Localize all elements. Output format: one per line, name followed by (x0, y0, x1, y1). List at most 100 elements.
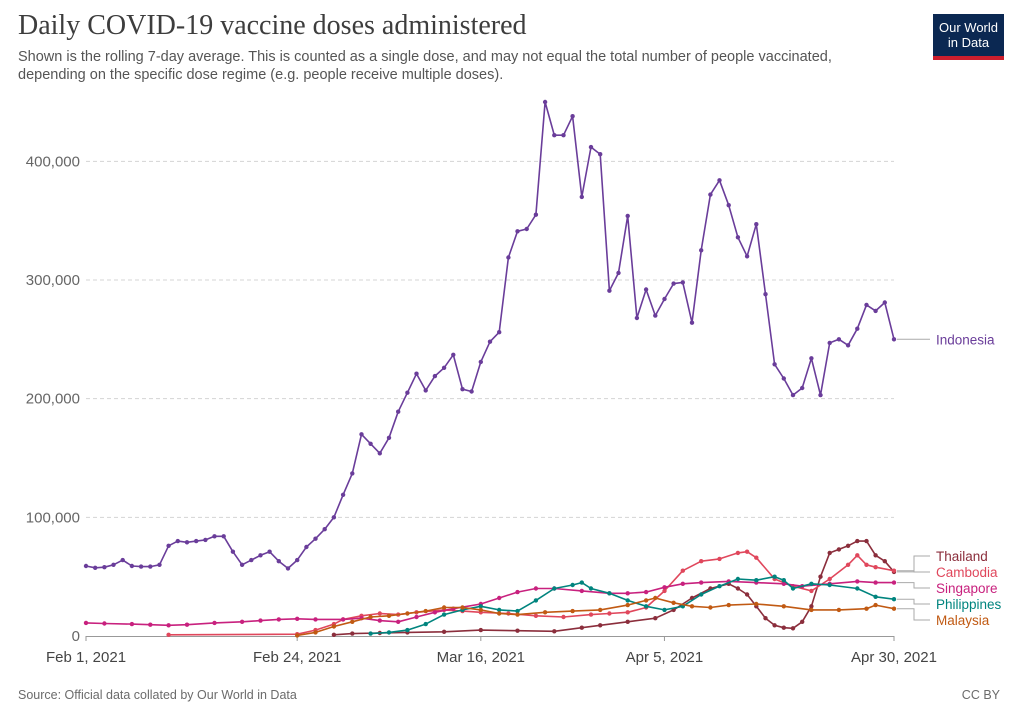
data-point[interactable] (873, 308, 878, 314)
data-point[interactable] (699, 592, 704, 597)
data-point[interactable] (680, 280, 685, 285)
data-point[interactable] (625, 610, 630, 615)
data-point[interactable] (478, 359, 483, 365)
series-line[interactable] (297, 597, 895, 637)
data-point[interactable] (873, 602, 878, 608)
data-point[interactable] (533, 598, 539, 603)
data-point[interactable] (295, 616, 300, 621)
data-point[interactable] (552, 133, 557, 138)
series-cambodia[interactable] (166, 549, 897, 638)
data-point[interactable] (735, 550, 741, 556)
data-point[interactable] (533, 613, 539, 618)
data-point[interactable] (643, 598, 649, 603)
data-point[interactable] (368, 631, 373, 636)
data-point[interactable] (350, 631, 355, 636)
data-point[interactable] (744, 254, 750, 259)
data-point[interactable] (258, 553, 263, 558)
data-point[interactable] (607, 591, 612, 596)
data-point[interactable] (827, 550, 832, 556)
data-point[interactable] (588, 612, 594, 617)
data-point[interactable] (680, 581, 685, 586)
data-point[interactable] (891, 568, 897, 573)
data-point[interactable] (836, 547, 842, 552)
series-line[interactable] (168, 550, 895, 636)
data-point[interactable] (552, 586, 557, 591)
data-point[interactable] (83, 563, 89, 569)
data-point[interactable] (855, 538, 860, 544)
series-label-singapore[interactable]: Singapore (936, 581, 998, 596)
data-point[interactable] (377, 618, 382, 623)
data-point[interactable] (855, 326, 860, 331)
data-point[interactable] (221, 534, 226, 539)
data-point[interactable] (891, 337, 897, 342)
series-philippines[interactable] (368, 574, 897, 636)
data-point[interactable] (239, 619, 245, 624)
data-point[interactable] (662, 588, 667, 594)
data-point[interactable] (533, 212, 539, 217)
data-point[interactable] (515, 229, 520, 234)
data-point[interactable] (809, 581, 814, 586)
data-point[interactable] (267, 549, 272, 554)
data-point[interactable] (864, 606, 869, 611)
data-point[interactable] (699, 580, 704, 585)
data-point[interactable] (864, 538, 869, 544)
data-point[interactable] (377, 451, 382, 456)
data-point[interactable] (102, 565, 107, 570)
data-point[interactable] (313, 536, 318, 541)
data-point[interactable] (405, 627, 410, 633)
data-point[interactable] (570, 582, 575, 588)
data-point[interactable] (157, 562, 162, 567)
data-point[interactable] (735, 235, 741, 240)
data-point[interactable] (386, 613, 392, 618)
data-point[interactable] (781, 581, 786, 586)
series-line[interactable] (85, 101, 895, 570)
data-point[interactable] (285, 566, 291, 571)
series-label-indonesia[interactable]: Indonesia (936, 332, 995, 347)
data-point[interactable] (662, 296, 667, 302)
data-point[interactable] (331, 515, 337, 520)
data-point[interactable] (855, 586, 860, 591)
data-point[interactable] (671, 281, 676, 286)
data-point[interactable] (588, 144, 594, 150)
data-point[interactable] (148, 564, 153, 569)
data-point[interactable] (809, 607, 814, 613)
data-point[interactable] (607, 611, 612, 616)
data-point[interactable] (533, 586, 539, 591)
data-point[interactable] (882, 559, 887, 564)
data-point[interactable] (625, 213, 630, 219)
data-point[interactable] (138, 564, 144, 569)
data-point[interactable] (451, 352, 456, 357)
data-point[interactable] (726, 203, 731, 208)
data-point[interactable] (148, 622, 153, 627)
data-point[interactable] (506, 255, 511, 260)
data-point[interactable] (515, 608, 520, 614)
data-point[interactable] (441, 629, 447, 634)
series-indonesia[interactable] (83, 99, 897, 571)
series-label-cambodia[interactable]: Cambodia (936, 565, 998, 580)
data-point[interactable] (579, 588, 584, 594)
series-thailand[interactable] (331, 538, 897, 637)
data-point[interactable] (809, 604, 814, 609)
data-point[interactable] (781, 625, 786, 630)
data-point[interactable] (744, 549, 750, 554)
data-point[interactable] (166, 632, 171, 637)
data-point[interactable] (873, 553, 878, 558)
data-point[interactable] (781, 578, 786, 583)
data-point[interactable] (763, 616, 768, 621)
data-point[interactable] (873, 565, 878, 570)
data-point[interactable] (616, 270, 621, 276)
data-point[interactable] (350, 619, 355, 624)
data-point[interactable] (882, 300, 887, 305)
data-point[interactable] (800, 385, 805, 391)
data-point[interactable] (239, 562, 245, 567)
series-line[interactable] (333, 540, 895, 636)
data-point[interactable] (313, 617, 318, 622)
data-point[interactable] (827, 340, 832, 346)
data-point[interactable] (405, 611, 410, 616)
data-point[interactable] (441, 365, 447, 370)
data-point[interactable] (579, 194, 584, 200)
data-point[interactable] (524, 226, 529, 232)
data-point[interactable] (350, 471, 355, 476)
data-point[interactable] (212, 620, 217, 626)
data-point[interactable] (552, 629, 557, 634)
